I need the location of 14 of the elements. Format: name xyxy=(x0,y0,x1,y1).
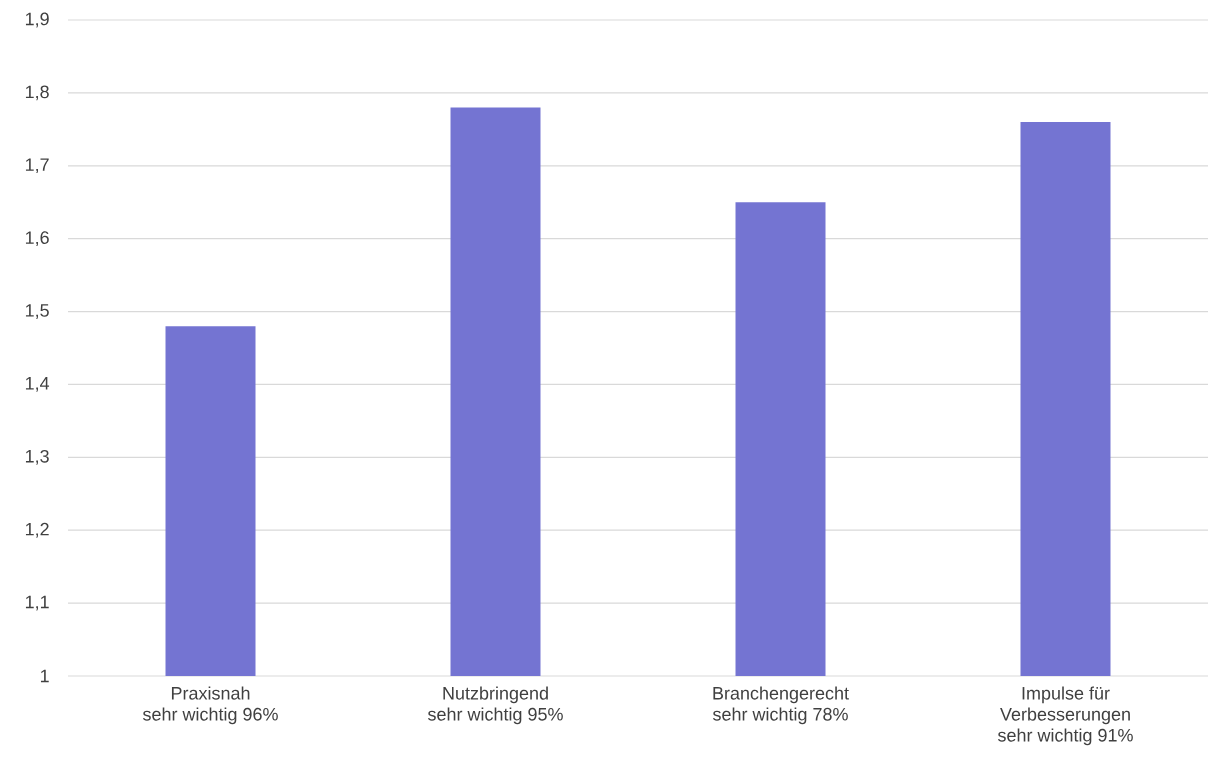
y-tick-label: 1,7 xyxy=(25,158,49,174)
y-tick-label: 1,3 xyxy=(25,449,49,465)
x-tick-label: Praxisnah sehr wichtig 96% xyxy=(142,686,278,725)
y-tick-label: 1,2 xyxy=(25,522,49,538)
y-tick-label: 1,9 xyxy=(25,12,49,28)
y-tick-label: 1,1 xyxy=(25,595,49,611)
y-tick-label: 1,6 xyxy=(25,231,49,247)
y-tick-label: 1,8 xyxy=(25,85,49,101)
x-tick-label: Nutzbringend sehr wichtig 95% xyxy=(427,686,563,725)
x-tick-label: Branchengerecht sehr wichtig 78% xyxy=(712,686,849,725)
y-tick-label: 1 xyxy=(40,669,49,683)
y-tick-label: 1,5 xyxy=(25,304,49,319)
y-tick-label: 1,4 xyxy=(25,377,50,392)
x-tick-label: Impulse für Verbesserungen sehr wichtig 91% xyxy=(997,686,1133,746)
